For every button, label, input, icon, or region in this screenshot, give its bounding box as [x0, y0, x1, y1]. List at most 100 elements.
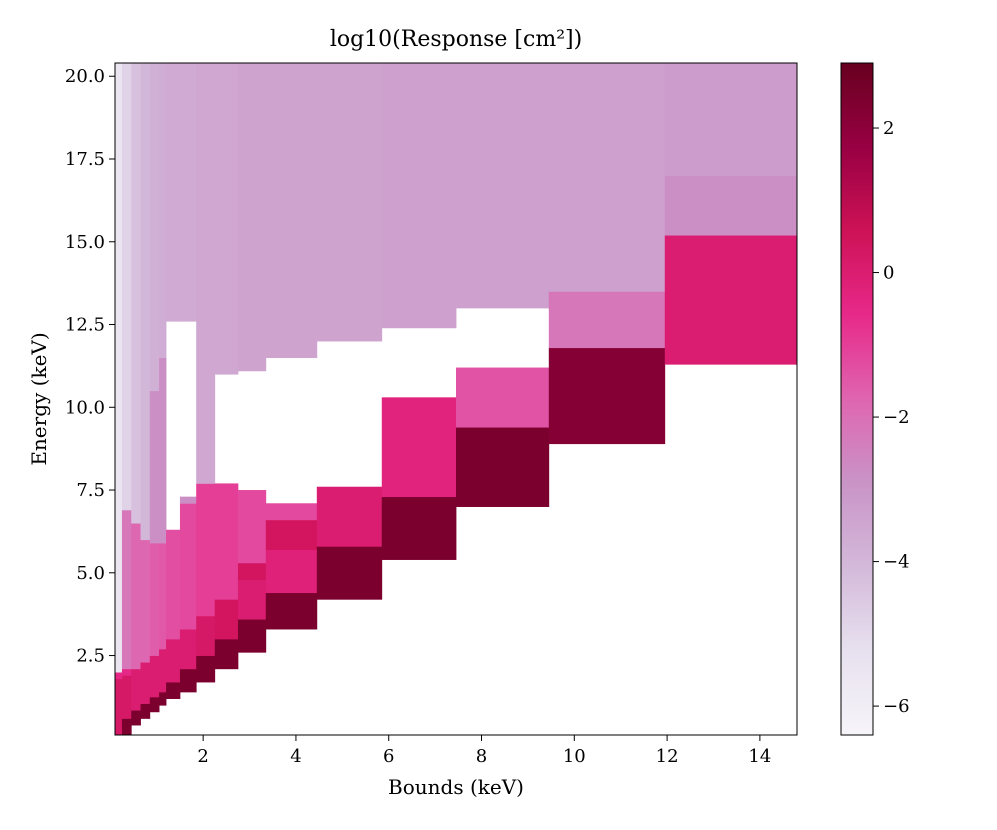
- plot-area: [114, 62, 798, 736]
- x-tick-label: 8: [476, 746, 487, 767]
- y-tick-label: 17.5: [65, 149, 105, 170]
- y-tick-label: 2.5: [76, 646, 105, 667]
- chart-title: log10(Response [cm²]): [330, 27, 582, 52]
- heatmap-cell: [131, 63, 141, 524]
- colorbar-frame: [840, 62, 874, 736]
- colorbar-tick-label: −2: [883, 407, 910, 428]
- heatmap-cell: [265, 519, 318, 551]
- heatmap-cell: [548, 291, 666, 349]
- colorbar-ticks: 2 0 −2 −4 −6: [873, 118, 910, 717]
- heatmap-cell: [166, 682, 181, 699]
- x-tick-label: 6: [383, 746, 394, 767]
- heatmap-cell: [121, 718, 132, 736]
- heatmap-cell: [179, 668, 197, 693]
- heatmap-cell: [265, 503, 318, 521]
- heatmap-cell: [149, 655, 160, 698]
- heatmap-cell: [548, 347, 666, 445]
- heatmap-cell: [140, 539, 151, 663]
- heatmap-cell: [159, 357, 167, 544]
- x-axis-label: Bounds (keV): [388, 775, 524, 799]
- heatmap-cell: [456, 63, 550, 309]
- heatmap-cell: [121, 668, 132, 676]
- heatmap-cell: [166, 639, 181, 683]
- heatmap-cell: [214, 63, 239, 375]
- x-axis-ticks: 2 4 6 8 10 12 14: [197, 735, 771, 767]
- heatmap-cell: [265, 63, 318, 359]
- heatmap-cell: [456, 427, 550, 507]
- y-axis-ticks: 2.5 5.0 7.5 10.0 12.5 15.0 17.5 20.0: [65, 66, 115, 667]
- heatmap-cell: [131, 710, 141, 726]
- heatmap-cell: [166, 529, 181, 640]
- y-tick-label: 10.0: [65, 397, 105, 418]
- colorbar-gradient: [841, 63, 873, 735]
- y-tick-label: 5.0: [76, 563, 105, 584]
- heatmap-cell: [121, 63, 132, 511]
- heatmap-cell: [149, 63, 160, 392]
- heatmap-cell: [140, 63, 151, 541]
- colorbar-tick-label: 2: [883, 118, 894, 139]
- heatmap-cell: [196, 655, 216, 683]
- heatmap-cell: [214, 639, 239, 670]
- heatmap-cell: [149, 390, 160, 544]
- heatmap-cell: [131, 523, 141, 670]
- heatmap-cell: [196, 483, 216, 617]
- heatmap-cell: [664, 235, 798, 365]
- heatmap-cell: [381, 63, 457, 329]
- x-tick-label: 10: [563, 746, 586, 767]
- heatmap-cell: [316, 546, 383, 600]
- heatmap-cell: [121, 675, 132, 719]
- heatmap-cell: [664, 63, 798, 176]
- heatmap-cell: [214, 599, 239, 640]
- heatmap-cell: [140, 703, 151, 719]
- heatmap-cell: [179, 503, 197, 630]
- x-tick-label: 14: [748, 746, 771, 767]
- heatmap-cell: [456, 367, 550, 428]
- y-tick-label: 20.0: [65, 66, 105, 87]
- colorbar-tick-label: −6: [883, 696, 910, 717]
- heatmap-cell: [196, 63, 216, 484]
- y-tick-label: 12.5: [65, 315, 105, 336]
- heatmap-cell: [548, 63, 666, 292]
- heatmap-cells: [115, 63, 798, 736]
- heatmap-cell: [166, 63, 181, 322]
- heatmap-cell: [664, 175, 798, 236]
- colorbar: 2 0 −2 −4 −6: [840, 62, 910, 736]
- heatmap-cell: [115, 63, 123, 673]
- heatmap-cell: [237, 579, 267, 620]
- heatmap-cell: [316, 486, 383, 547]
- y-tick-label: 15.0: [65, 232, 105, 253]
- heatmap-cell: [140, 662, 151, 704]
- x-tick-label: 4: [290, 746, 301, 767]
- heatmap-cell: [179, 63, 197, 322]
- x-tick-label: 2: [197, 746, 208, 767]
- x-tick-label: 12: [656, 746, 679, 767]
- heatmap-cell: [179, 496, 197, 504]
- heatmap-cell: [159, 543, 167, 650]
- heatmap-cell: [149, 696, 160, 713]
- heatmap-cell: [381, 397, 457, 498]
- heatmap-cell: [265, 592, 318, 630]
- heatmap-cell: [237, 619, 267, 653]
- colorbar-tick-label: −4: [883, 552, 910, 573]
- heatmap-cell: [196, 615, 216, 656]
- colorbar-tick-label: 0: [883, 263, 894, 284]
- heatmap-cell: [121, 509, 132, 670]
- heatmap-cell: [316, 63, 383, 342]
- heatmap-cell: [237, 562, 267, 580]
- heatmap-cell: [159, 691, 167, 706]
- plot-frame: [114, 62, 798, 736]
- heatmap-cell: [115, 678, 123, 736]
- heatmap-cell: [159, 63, 167, 359]
- heatmap-cell: [159, 648, 167, 693]
- heatmap-cell: [179, 629, 197, 670]
- heatmap-cell: [149, 543, 160, 656]
- heatmap-cell: [237, 490, 267, 564]
- y-axis-label: Energy (keV): [27, 332, 51, 465]
- heatmap-cell: [131, 668, 141, 711]
- heatmap-cell: [381, 496, 457, 560]
- heatmap-cell: [237, 63, 267, 372]
- heatmap-cell: [115, 672, 123, 680]
- heatmap-cell: [265, 549, 318, 594]
- y-tick-label: 7.5: [76, 480, 105, 501]
- heatmap-cell: [214, 483, 239, 600]
